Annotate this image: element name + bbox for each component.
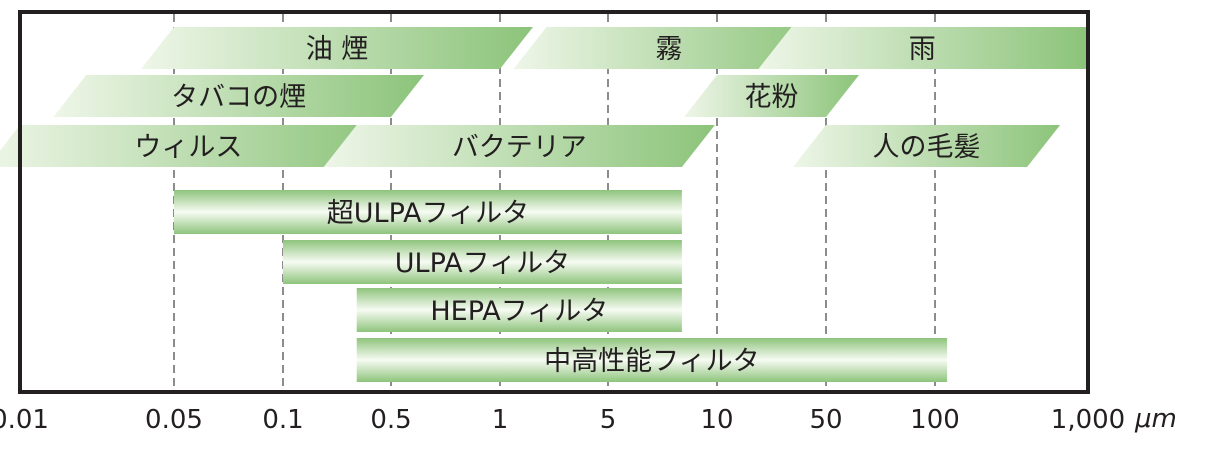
filter-label: ULPAフィルタ — [395, 248, 570, 279]
filter-label: 超ULPAフィルタ — [327, 198, 529, 229]
particle-label: 人の毛髪 — [873, 132, 981, 163]
filter-range-bar — [356, 288, 682, 332]
filter-label: 中高性能フィルタ — [544, 346, 759, 377]
tick-label: 0.01 — [0, 405, 49, 435]
tick-label: 0.1 — [262, 405, 303, 435]
particle-range-shape — [141, 27, 533, 69]
filter-range-bar — [356, 338, 948, 382]
tick-label: 1,000 — [1051, 405, 1125, 435]
particle-range-shape — [0, 125, 390, 167]
particle-range-shape — [758, 27, 1086, 69]
tick-label: 0.05 — [145, 405, 203, 435]
particle-range-shape — [793, 125, 1061, 167]
scale-ticks: 0.01 0.05 0.1 0.5 1 5 10 50 100 1,000 — [0, 405, 1125, 435]
particle-label: 霧 — [655, 34, 682, 65]
filter-range-bar — [283, 240, 682, 284]
tick-label: 0.5 — [370, 405, 411, 435]
particle-label: 油 煙 — [306, 34, 369, 65]
particle-label: 雨 — [909, 34, 936, 65]
particle-label: タバコの煙 — [171, 82, 306, 113]
unit-label: μm — [1134, 404, 1177, 434]
tick-label: 100 — [910, 405, 960, 435]
filter-range-bar — [174, 190, 682, 234]
particle-label: 花粉 — [745, 82, 799, 113]
particle-range-shape — [53, 75, 424, 117]
filter-label: HEPAフィルタ — [430, 296, 608, 327]
tick-label: 1 — [492, 405, 509, 435]
particle-range-shape — [323, 125, 715, 167]
particle-label: ウィルス — [134, 132, 242, 163]
particle-range-shape — [513, 27, 825, 69]
particle-label: バクテリア — [452, 132, 587, 163]
chart-frame — [18, 10, 1090, 394]
tick-label: 10 — [700, 405, 733, 435]
particle-range-shape — [684, 75, 859, 117]
tick-label: 50 — [809, 405, 842, 435]
tick-label: 5 — [600, 405, 617, 435]
